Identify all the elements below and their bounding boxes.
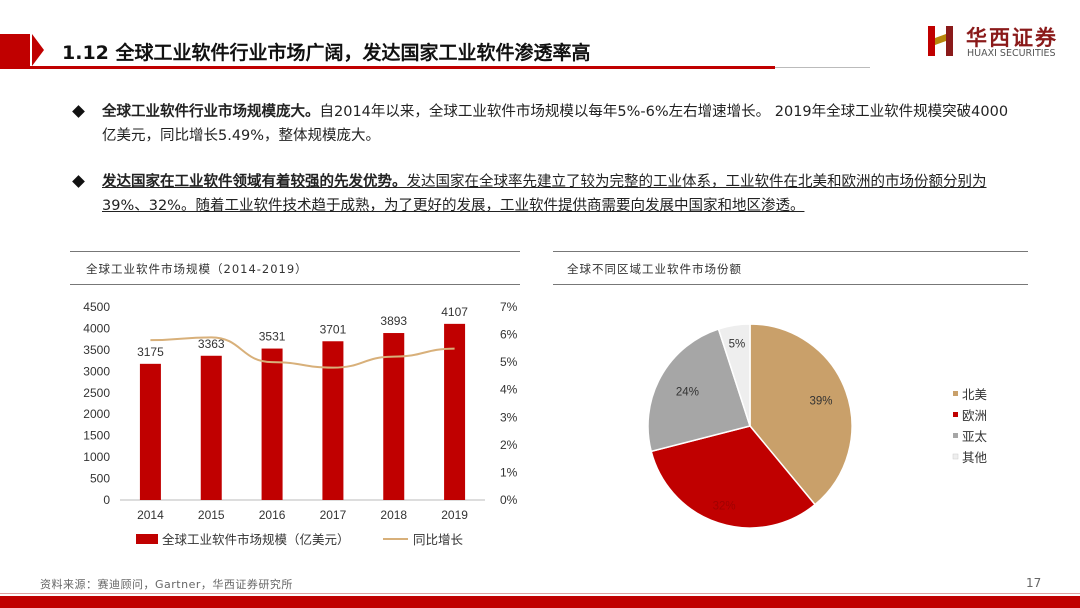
right-panel-bottom-rule (553, 284, 1028, 285)
y-tick-label: 1000 (83, 450, 110, 464)
y2-tick-label: 6% (500, 328, 518, 342)
bullet-list: 全球工业软件行业市场规模庞大。自2014年以来，全球工业软件市场规模以每年5%-… (70, 100, 1010, 240)
right-panel-top-rule (553, 251, 1028, 252)
y-tick-label: 500 (90, 472, 110, 486)
x-tick-label: 2018 (380, 508, 407, 522)
y-tick-label: 3500 (83, 343, 110, 357)
legend-swatch (953, 412, 958, 417)
footer-bar (0, 596, 1080, 608)
bar (322, 341, 344, 500)
x-tick-label: 2014 (137, 508, 164, 522)
title-underline (0, 66, 775, 69)
legend-label: 其他 (962, 451, 988, 465)
diamond-bullet-icon (72, 105, 85, 118)
y-tick-label: 4000 (83, 321, 110, 335)
bar (261, 348, 283, 500)
pie-slice (647, 328, 751, 453)
y2-tick-label: 1% (500, 465, 518, 479)
market-size-chart: 4500 4000 3500 3000 2500 2000 1500 1000 500 0 7% 6%… (83, 300, 518, 547)
legend-swatch (953, 433, 958, 438)
bullet-text: 发达国家在全球率先建立了较为完整的工业体系，工业软件在北美和欧洲的市场份额分别为… (102, 174, 987, 214)
y-tick-label: 1500 (83, 429, 110, 443)
left-panel-top-rule (70, 251, 520, 252)
bullet-item: 发达国家在工业软件领域有着较强的先发优势。发达国家在全球率先建立了较为完整的工业… (70, 170, 1010, 218)
bar-data-label: 3531 (259, 330, 286, 344)
y2-tick-label: 4% (500, 383, 518, 397)
company-logo: 华西证券 HUAXI SECURITIES (926, 22, 1066, 62)
x-tick-label: 2016 (259, 508, 286, 522)
page-number: 17 (1026, 576, 1042, 590)
bar (200, 355, 222, 500)
bullet-item: 全球工业软件行业市场规模庞大。自2014年以来，全球工业软件市场规模以每年5%-… (70, 100, 1010, 148)
legend-bar-swatch (136, 534, 158, 544)
pie-slice (650, 425, 817, 529)
legend-label: 欧洲 (962, 409, 987, 423)
y2-tick-label: 2% (500, 438, 518, 452)
x-tick-label: 2019 (441, 508, 468, 522)
legend-label: 北美 (962, 388, 987, 402)
x-tick-label: 2017 (320, 508, 347, 522)
legend-label: 亚太 (962, 429, 988, 444)
pie-slice (749, 323, 853, 506)
logo-text-cn: 华西证券 (966, 25, 1058, 50)
growth-line (150, 336, 455, 369)
legend-swatch (952, 453, 959, 460)
bar (383, 333, 405, 500)
y2-tick-label: 0% (500, 493, 518, 507)
footer-line (0, 593, 1080, 594)
y-tick-label: 2000 (83, 407, 110, 421)
pie-slice (717, 323, 751, 427)
legend-bar-label: 全球工业软件市场规模（亿美元） (162, 532, 350, 547)
diamond-bullet-icon (72, 175, 85, 188)
page-title: 1.12 全球工业软件行业市场广阔，发达国家工业软件渗透率高 (62, 42, 591, 64)
x-tick-label: 2015 (198, 508, 225, 522)
bullet-heading: 发达国家在工业软件领域有着较强的先发优势。 (102, 174, 407, 190)
bar-chart-title: 全球工业软件市场规模（2014-2019） (86, 262, 308, 276)
pie-data-label: 39% (810, 395, 833, 407)
logo-text-en: HUAXI SECURITIES (967, 48, 1056, 59)
pie-data-label: 32% (713, 501, 736, 513)
huaxi-logo-icon (928, 26, 953, 56)
pie-data-label: 24% (676, 387, 699, 399)
bar-data-label: 3363 (198, 337, 225, 351)
y2-tick-label: 5% (500, 355, 518, 369)
bar-data-label: 3893 (380, 314, 407, 328)
title-accent-chevron (32, 34, 44, 66)
bar-data-label: 3701 (320, 322, 347, 336)
title-underline-grey (775, 67, 870, 68)
legend-swatch (953, 391, 958, 396)
bullet-text: 自2014年以来，全球工业软件市场规模以每年5%-6%左右增速增长。 2019年… (102, 104, 1009, 144)
bar (444, 323, 466, 500)
y-tick-label: 0 (103, 493, 110, 507)
bullet-heading: 全球工业软件行业市场规模庞大。 (102, 104, 320, 120)
title-accent-block (0, 34, 30, 66)
bar-data-label: 4107 (441, 305, 468, 319)
pie-chart-title: 全球不同区域工业软件市场份额 (567, 262, 742, 276)
y2-tick-label: 7% (500, 300, 518, 314)
y-tick-label: 3000 (83, 364, 110, 378)
y-tick-label: 4500 (83, 300, 110, 314)
y2-tick-label: 3% (500, 410, 518, 424)
bar-data-label: 3175 (137, 345, 164, 359)
title-bar: 1.12 全球工业软件行业市场广阔，发达国家工业软件渗透率高 (0, 28, 870, 72)
bar (139, 363, 161, 500)
source-note: 资料来源：赛迪顾问，Gartner，华西证券研究所 (40, 578, 293, 591)
left-panel-bottom-rule (70, 284, 520, 285)
pie-data-label: 5% (729, 338, 746, 350)
legend-line-label: 同比增长 (413, 532, 464, 547)
y-tick-label: 2500 (83, 386, 110, 400)
